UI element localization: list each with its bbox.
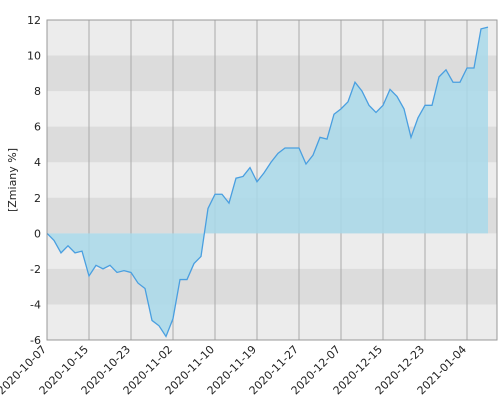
y-tick-label: -2 xyxy=(30,263,41,276)
y-tick-label: 12 xyxy=(27,14,41,27)
plot-border xyxy=(46,19,498,341)
grid-band xyxy=(47,55,497,92)
y-tick-label: 4 xyxy=(34,156,41,169)
y-tick-label: 10 xyxy=(27,50,41,63)
area xyxy=(47,27,488,337)
y-tick-label: -4 xyxy=(30,298,41,311)
y-tick-label: -6 xyxy=(30,334,41,347)
y-tick-label: 8 xyxy=(34,85,41,98)
grid-band xyxy=(47,268,497,305)
y-tick-label: 6 xyxy=(34,121,41,134)
line xyxy=(46,26,489,338)
y-tick-label: 0 xyxy=(34,227,41,240)
y-tick-label: 2 xyxy=(34,192,41,205)
y-axis-label: [Zmiany %] xyxy=(6,148,19,212)
